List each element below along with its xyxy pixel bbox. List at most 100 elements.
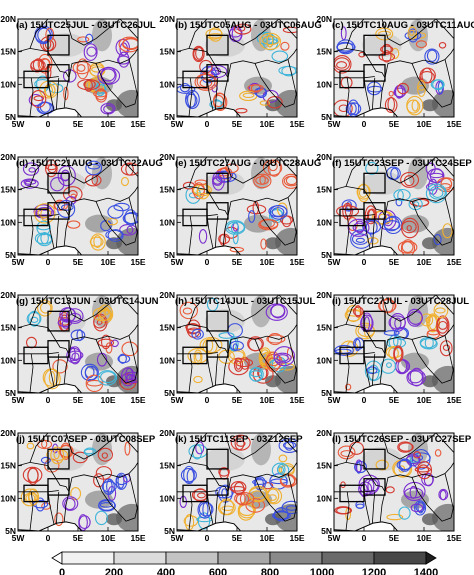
precip-contour: [34, 203, 56, 224]
precip-contour: [354, 220, 365, 234]
country-border: [68, 324, 138, 354]
country-border: [119, 295, 138, 315]
country-border: [345, 77, 350, 117]
precip-contour: [247, 336, 264, 352]
precip-contour: [283, 175, 297, 187]
country-border: [411, 63, 454, 108]
precip-contour: [364, 205, 377, 225]
precip-contour: [105, 229, 123, 240]
country-border: [29, 215, 34, 255]
precip-contour: [97, 370, 118, 386]
country-border: [345, 491, 350, 531]
lon-tick-label: 10E: [259, 533, 274, 543]
precip-contour: [224, 163, 239, 174]
precip-contour: [22, 162, 40, 176]
precip-contour: [99, 502, 114, 508]
precip-contour: [414, 500, 427, 516]
precip-contour: [434, 307, 446, 314]
country-border: [188, 215, 193, 255]
country-border: [29, 77, 34, 117]
country-border: [381, 19, 437, 46]
country-border: [63, 77, 70, 108]
colorbar: 0 200 400 600 800 1000 1200 1400: [51, 551, 438, 575]
precip-contour: [410, 503, 424, 513]
precip-contour: [397, 240, 418, 254]
lat-tick-label: 10N: [0, 217, 16, 227]
precip-contour: [63, 86, 69, 101]
country-border: [56, 77, 60, 110]
precip-contour: [334, 55, 352, 74]
precip-contour: [30, 316, 39, 323]
map-panel: (k) 15UTC11SEP - 03Z12SEP 5W 0 5E 10E 15E 5N 10…: [159, 428, 304, 543]
terrain-patch: [205, 309, 245, 334]
precip-contour: [268, 205, 288, 218]
lat-tick-label: 15N: [0, 185, 16, 195]
precip-contour: [84, 79, 93, 92]
terrain-patch: [362, 447, 402, 472]
precip-contour: [198, 502, 214, 517]
precip-contour: [366, 366, 378, 375]
coastline: [18, 383, 83, 393]
precip-contour: [430, 79, 444, 90]
precip-contour: [250, 84, 262, 93]
precip-contour: [33, 95, 44, 102]
precip-contour: [117, 474, 125, 489]
precip-contour: [248, 367, 264, 382]
lat-tick-label: 15N: [159, 47, 175, 57]
precip-contour: [182, 307, 193, 315]
panel-title: (b) 15UTC05AUG - 03UTC06AUG: [175, 20, 322, 31]
precip-contour: [120, 176, 129, 187]
country-border: [345, 215, 350, 255]
analysis-box: [363, 172, 386, 194]
map-panel: (d) 15UTC21AUG - 03UTC22AUG 5W 0 5E 10E 15E 5N…: [0, 152, 162, 267]
precip-contour: [218, 467, 230, 477]
country-border: [95, 339, 138, 384]
lat-tick-label: 10N: [316, 493, 332, 503]
air-mountains: [408, 295, 428, 328]
country-border: [444, 197, 454, 236]
precip-contour: [198, 229, 208, 244]
precip-contour: [183, 465, 195, 484]
country-border: [128, 473, 138, 512]
precip-contour: [50, 177, 65, 192]
country-border: [254, 339, 297, 384]
lon-tick-label: 10E: [100, 395, 115, 405]
precip-contour: [115, 472, 128, 490]
lon-tick-label: 15E: [446, 257, 461, 267]
precip-contour: [195, 331, 202, 338]
map-panel: (f) 15UTC23SEP - 03UTC24SEP 5W 0 5E 10E 15E 5N…: [316, 152, 472, 267]
lat-tick-label: 15N: [0, 461, 16, 471]
country-border: [95, 477, 138, 522]
precip-contour: [409, 367, 424, 387]
precip-contour: [113, 202, 130, 212]
precip-contour: [438, 320, 448, 330]
analysis-box: [206, 340, 229, 358]
country-border: [381, 295, 437, 322]
country-border: [188, 157, 208, 187]
precip-contour: [37, 299, 53, 317]
precip-contour: [26, 442, 35, 450]
lat-tick-label: 15N: [316, 47, 332, 57]
precip-contour: [400, 171, 420, 188]
precip-contour: [278, 454, 288, 463]
country-border: [345, 295, 365, 325]
precip-contour: [425, 317, 431, 324]
precip-contour: [352, 222, 366, 233]
analysis-box: [363, 340, 386, 358]
country-border: [287, 335, 297, 374]
precip-contour: [122, 38, 138, 50]
precip-contour: [393, 345, 404, 363]
precip-contour: [182, 181, 195, 190]
precip-contour: [409, 29, 415, 36]
precip-contour: [404, 487, 424, 499]
precip-contour: [394, 84, 406, 99]
precip-contour: [433, 233, 442, 246]
country-border: [128, 335, 138, 374]
colorbar-tick-label: 400: [157, 567, 175, 575]
country-border: [345, 433, 365, 463]
precip-contour: [268, 494, 277, 501]
precip-contour: [103, 306, 110, 316]
lon-tick-label: 10E: [416, 119, 431, 129]
lat-tick-label: 5N: [164, 112, 175, 122]
lat-tick-label: 20N: [159, 428, 175, 438]
